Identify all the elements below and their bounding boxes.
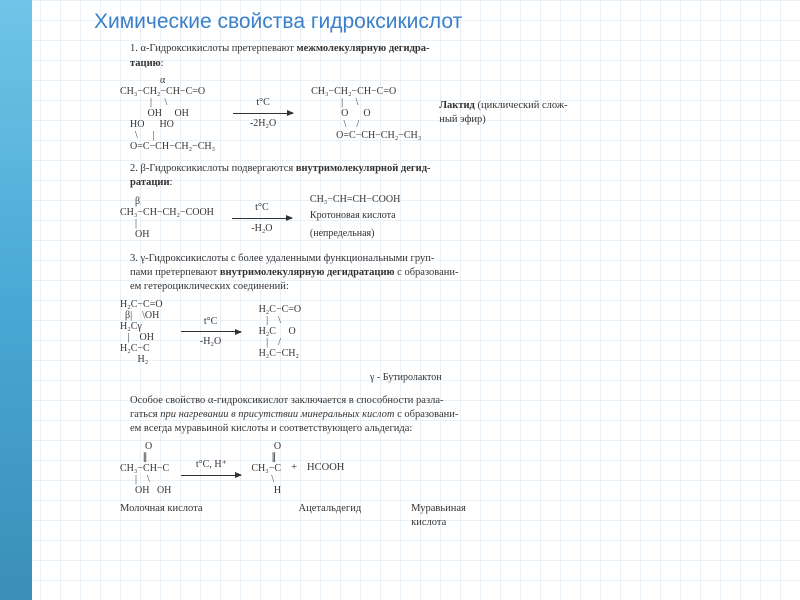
arrow-icon: t°C -H₂O (232, 201, 292, 235)
sec2-label-l1: Кротоновая кислота (310, 209, 400, 223)
sec3-reaction: H₂C−C=O β| \OH H₂Cγ | OH H₂C−C H₂ t°C -H… (120, 299, 790, 365)
sec4-reaction: O ∥ CH₃−CH−C | \ OH OH t°C, H⁺ O ∥ CH₃−C… (120, 441, 790, 496)
sec2-product-wrap: CH₃−CH=CH−COOH Кротоновая кислота (непре… (310, 194, 400, 242)
section-3: 3. γ-Гидроксикислоты с более удаленными … (60, 252, 790, 384)
arrow-icon: t°C -2H₂O (233, 96, 293, 130)
arrow (181, 475, 241, 476)
arrow-bot-label: -H₂O (200, 335, 221, 349)
text: : (170, 177, 173, 188)
sec4-captions: Молочная кислота Ацетальдегид Муравьиная… (120, 502, 790, 530)
text-bold: межмолекулярную дегидра- (296, 43, 429, 54)
text: 1. α-Гидроксикислоты претерпевают (130, 43, 296, 54)
sec1-product-label: Лактид (циклический слож- ный эфир) (439, 99, 567, 127)
text-bold: тацию (130, 58, 161, 69)
arrow (232, 218, 292, 219)
sec4-reactant: O ∥ CH₃−CH−C | \ OH OH (120, 441, 171, 496)
text: : (161, 58, 164, 69)
text-bold: внутримолекулярную дегидратацию (220, 267, 395, 278)
arrow-top-label: t°C (256, 96, 269, 110)
arrow (181, 331, 241, 332)
sec4-cap2: Ацетальдегид (299, 502, 362, 530)
text: 3. γ-Гидроксикислоты с более удаленными … (130, 253, 434, 264)
sec4-cap1: Молочная кислота (120, 502, 203, 530)
arrow-top-label: t°C (255, 201, 268, 215)
sec1-product: CH₃−CH₂−CH−C=O | \ O O \ / O=C−CH−CH₂−CH… (311, 86, 421, 141)
text: ем всегда муравьиной кислоты и соответст… (130, 423, 412, 434)
sec1-reactant: α CH₃−CH₂−CH−C=O | \ OH OH HO HO \ | O=C… (120, 75, 215, 152)
arrow-bot-label: -H₂O (251, 222, 272, 236)
page-title: Химические свойства гидроксикислот (94, 8, 790, 36)
sec2-label-l2: (непредельная) (310, 227, 400, 241)
text: пами претерпевают (130, 267, 220, 278)
decorative-sidebar (0, 0, 32, 600)
arrow-icon: t°C -H₂O (181, 315, 241, 349)
sec1-reaction: α CH₃−CH₂−CH−C=O | \ OH OH HO HO \ | O=C… (120, 75, 790, 152)
sec3-note: γ - Бутиролактон (370, 371, 790, 385)
text: гаться (130, 409, 160, 420)
sec3-reactant: H₂C−C=O β| \OH H₂Cγ | OH H₂C−C H₂ (120, 299, 163, 365)
sec2-intro: 2. β-Гидроксикислоты подвергаются внутри… (130, 162, 750, 190)
text: с образовани- (395, 267, 459, 278)
arrow (233, 113, 293, 114)
section-1: 1. α-Гидроксикислоты претерпевают межмол… (60, 42, 790, 151)
sec3-intro: 3. γ-Гидроксикислоты с более удаленными … (130, 252, 750, 295)
arrow-top-label: t°C, H⁺ (196, 458, 227, 472)
text-bold: ратации (130, 177, 170, 188)
arrow-top-label: t°C (204, 315, 217, 329)
text: ем гетероциклических соединений: (130, 281, 289, 292)
text: с образовани- (394, 409, 458, 420)
sec2-product: CH₃−CH=CH−COOH (310, 194, 400, 205)
text: Особое свойство α-гидроксикислот заключа… (130, 395, 444, 406)
arrow-icon: t°C, H⁺ (181, 458, 241, 478)
text-bold: Лактид (439, 100, 475, 111)
sec4-intro: Особое свойство α-гидроксикислот заключа… (130, 394, 750, 437)
section-4: Особое свойство α-гидроксикислот заключа… (60, 394, 790, 530)
sec4-side: HCOOH (307, 461, 344, 475)
section-2: 2. β-Гидроксикислоты подвергаются внутри… (60, 162, 790, 242)
text-italic: при нагревании в присутствии минеральных… (160, 409, 394, 420)
arrow-bot-label: -2H₂O (250, 117, 276, 131)
text-bold: внутримолекулярной дегид- (296, 163, 431, 174)
plus-sign: + (291, 461, 297, 475)
text: 2. β-Гидроксикислоты подвергаются (130, 163, 296, 174)
sec4-product: O ∥ CH₃−C \ H (251, 441, 281, 496)
sec1-intro: 1. α-Гидроксикислоты претерпевают межмол… (130, 42, 750, 70)
sec2-reactant: β CH₃−CH−CH₂−COOH | OH (120, 196, 214, 240)
sec3-product: H₂C−C=O | \ H₂C O | / H₂C−CH₂ (259, 304, 302, 359)
sec4-cap3: Муравьиная кислота (411, 502, 466, 530)
sec2-reaction: β CH₃−CH−CH₂−COOH | OH t°C -H₂O CH₃−CH=C… (120, 194, 790, 242)
document-content: Химические свойства гидроксикислот 1. α-… (44, 0, 800, 546)
